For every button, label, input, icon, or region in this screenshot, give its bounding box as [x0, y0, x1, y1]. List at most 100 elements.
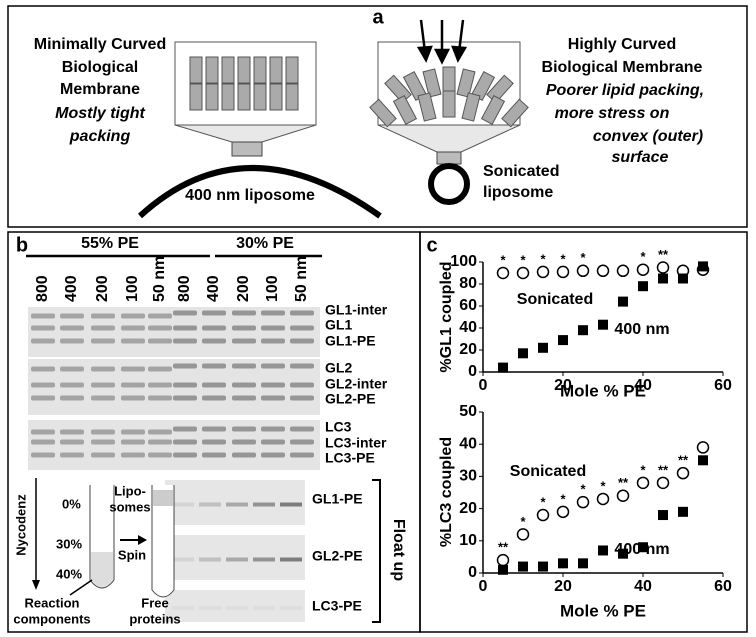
label: Spin: [118, 547, 146, 562]
lane-label: 200: [235, 275, 252, 302]
band: [91, 313, 115, 319]
y-tick-label: 40: [459, 319, 477, 336]
significance: *: [540, 494, 546, 509]
label: Lipo-: [114, 483, 146, 498]
x-tick-label: 60: [714, 578, 732, 595]
lipid: [456, 68, 476, 98]
band: [280, 557, 302, 562]
band: [173, 426, 197, 432]
significance: **: [678, 453, 689, 468]
significance: *: [520, 514, 526, 529]
significance: **: [498, 540, 509, 555]
band: [121, 429, 145, 435]
label: components: [13, 611, 90, 626]
band: [148, 338, 172, 344]
arrow-head: [32, 580, 40, 590]
membrane: [137, 165, 382, 219]
band: [290, 338, 314, 344]
band: [261, 338, 285, 344]
band: [148, 366, 172, 372]
band: [60, 395, 84, 401]
band: [148, 429, 172, 435]
band: [31, 366, 55, 372]
band: [121, 452, 145, 458]
band: [280, 606, 302, 610]
label: proteins: [129, 611, 180, 626]
lane-label: 100: [124, 275, 141, 302]
bracket: [372, 479, 381, 623]
band: [232, 382, 256, 388]
marker: [658, 510, 668, 521]
band: [148, 313, 172, 319]
band: [290, 452, 314, 458]
lane-labels: 800 400 200 100 50 nm 800 400 200 100 50 nm: [34, 256, 310, 302]
band: [121, 366, 145, 372]
band: [31, 395, 55, 401]
arrows: [416, 19, 468, 65]
band: [148, 439, 172, 445]
caption: surface: [612, 149, 669, 166]
lipid: [269, 83, 283, 111]
band: [60, 439, 84, 445]
band: [31, 313, 55, 319]
lipid: [422, 68, 442, 98]
band: [31, 382, 55, 388]
band: [91, 452, 115, 458]
band: [199, 557, 221, 562]
x-tick-label: 0: [479, 578, 488, 595]
band: [121, 338, 145, 344]
band: [148, 395, 172, 401]
marker: [696, 441, 710, 454]
marker: [656, 476, 670, 490]
caption: Biological: [62, 59, 138, 76]
band: [232, 395, 256, 401]
caption: Sonicated: [483, 163, 559, 180]
band: [232, 338, 256, 344]
marker: [518, 561, 528, 572]
y-axis-label: %LC3 coupled: [438, 437, 455, 547]
lipid: [237, 83, 251, 111]
band: [202, 452, 226, 458]
band: [173, 338, 197, 344]
band: [31, 452, 55, 458]
lane-label: 100: [264, 275, 281, 302]
series-label: Sonicated: [517, 291, 593, 308]
lane-label: 800: [176, 275, 193, 302]
funnel: [377, 124, 521, 153]
band: [60, 452, 84, 458]
band: [148, 452, 172, 458]
lipid: [392, 95, 418, 125]
lipids: [189, 56, 299, 111]
significance: *: [640, 462, 646, 477]
sample: [91, 552, 113, 587]
caption: Biological Membrane: [542, 59, 703, 76]
gels: [28, 307, 320, 622]
marker: [656, 261, 670, 274]
lipid: [189, 83, 203, 111]
marker: [678, 273, 688, 284]
marker: [596, 492, 610, 506]
marker: [498, 362, 508, 373]
band: [60, 429, 84, 435]
lipids: [369, 66, 529, 128]
lipid: [369, 98, 397, 128]
x-axis-label: Mole % PE: [560, 381, 646, 400]
significance: **: [658, 462, 669, 477]
band: [202, 338, 226, 344]
marker: [536, 508, 550, 522]
band: [290, 426, 314, 432]
marker: [596, 264, 610, 278]
marker: [576, 264, 590, 278]
lipid: [480, 95, 506, 125]
arrow: [69, 579, 93, 596]
caption: Poorer lipid packing,: [546, 82, 704, 99]
band-label: GL2-inter: [325, 376, 388, 392]
band: [232, 439, 256, 445]
marker: [618, 548, 628, 559]
lipid: [461, 92, 481, 122]
band: [91, 338, 115, 344]
marker: [558, 335, 568, 346]
marker: [496, 266, 510, 280]
band: [290, 325, 314, 331]
